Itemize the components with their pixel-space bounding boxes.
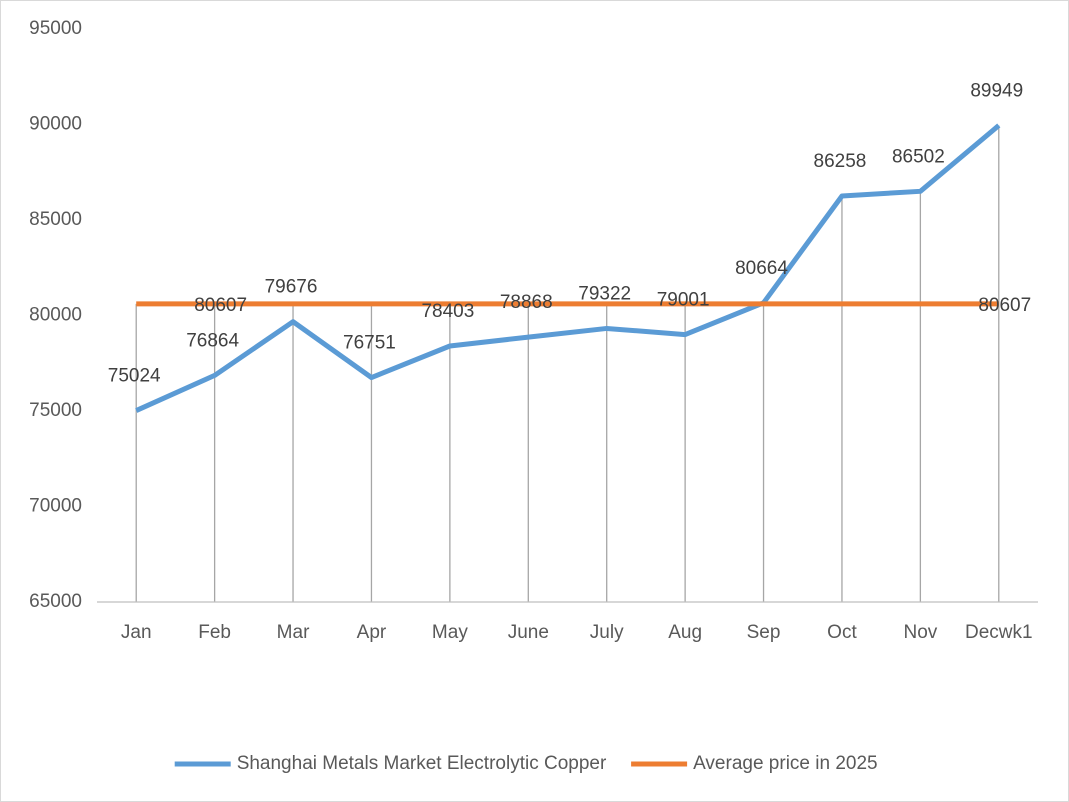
data-label: 79676	[265, 277, 318, 298]
y-tick-label: 85000	[29, 209, 82, 230]
x-tick-label: Feb	[198, 622, 231, 643]
y-tick-label: 95000	[29, 18, 82, 39]
y-tick-label: 90000	[29, 114, 82, 135]
legend-label: Shanghai Metals Market Electrolytic Copp…	[237, 753, 607, 774]
data-label: 80664	[735, 258, 788, 279]
y-tick-label: 75000	[29, 400, 82, 421]
x-tick-label: Sep	[747, 622, 781, 643]
data-label: 86258	[814, 151, 867, 172]
x-tick-label: Oct	[827, 622, 857, 643]
x-tick-label: Apr	[357, 622, 387, 643]
data-label: 80607	[194, 295, 247, 316]
x-tick-label: Nov	[903, 622, 937, 643]
x-tick-label: Aug	[668, 622, 702, 643]
x-tick-label: June	[508, 622, 549, 643]
data-label: 80607	[978, 295, 1031, 316]
y-tick-label: 70000	[29, 496, 82, 517]
y-tick-label: 65000	[29, 591, 82, 612]
data-label: 86502	[892, 146, 945, 167]
data-label: 79001	[657, 290, 710, 311]
data-label: 89949	[970, 80, 1023, 101]
data-label: 76864	[186, 330, 239, 351]
data-label: 76751	[343, 333, 396, 354]
x-tick-label: May	[432, 622, 468, 643]
data-label: 78403	[421, 301, 474, 322]
x-tick-label: Mar	[277, 622, 310, 643]
legend-label: Average price in 2025	[693, 753, 878, 774]
data-label: 79322	[578, 283, 631, 304]
data-label: 78868	[500, 292, 553, 313]
data-label: 75024	[108, 366, 161, 387]
y-tick-label: 80000	[29, 305, 82, 326]
x-tick-label: Decwk1	[965, 622, 1033, 643]
series-line	[135, 123, 1001, 413]
x-tick-label: July	[590, 622, 624, 643]
x-tick-label: Jan	[121, 622, 152, 643]
